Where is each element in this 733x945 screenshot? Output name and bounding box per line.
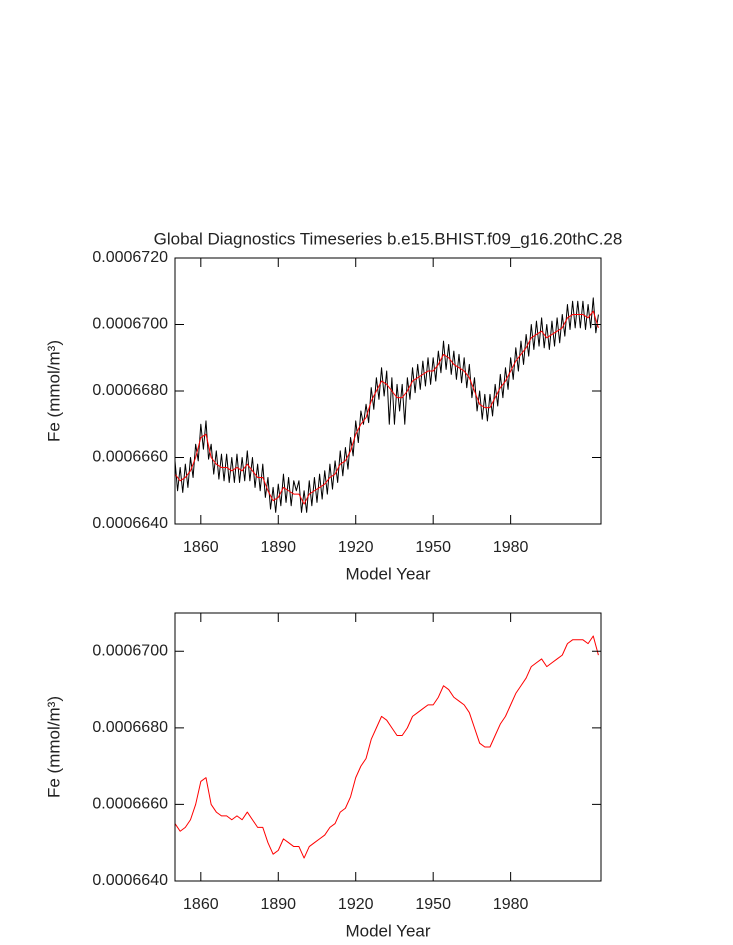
x-tick-label: 1980 <box>493 896 529 913</box>
x-tick-label: 1950 <box>415 896 451 913</box>
plot: 1860 1890 1920 1950 1980 0.0006640 0.0006660 0.… <box>44 612 602 940</box>
y-tick-label: 0.0006640 <box>92 872 168 889</box>
data-line <box>174 635 599 859</box>
y-axis-label: Fe (mmol/m³) <box>44 340 63 442</box>
y-tick-label: 0.0006720 <box>92 249 168 266</box>
data-line <box>174 310 599 505</box>
x-tick-label: 1950 <box>415 539 451 556</box>
x-tick-label: 1920 <box>338 896 374 913</box>
y-tick-label: 0.0006660 <box>92 796 168 813</box>
data-line <box>174 297 599 513</box>
x-axis-label: Model Year <box>345 921 430 940</box>
chart-title: Global Diagnostics Timeseries b.e15.BHIS… <box>154 229 623 248</box>
plot-frame <box>174 612 602 882</box>
y-tick-label: 0.0006680 <box>92 382 168 399</box>
x-tick-label: 1860 <box>183 896 219 913</box>
plot: 1860 1890 1920 1950 1980 0.0006640 0.0006660 0.… <box>44 229 622 583</box>
y-tick-label: 0.0006680 <box>92 719 168 736</box>
y-tick-label: 0.0006700 <box>92 643 168 660</box>
x-tick-label: 1890 <box>260 539 296 556</box>
y-tick-label: 0.0006660 <box>92 449 168 466</box>
y-tick-label: 0.0006700 <box>92 316 168 333</box>
x-tick-label: 1890 <box>260 896 296 913</box>
y-axis-label: Fe (mmol/m³) <box>44 696 63 798</box>
y-tick-label: 0.0006640 <box>92 515 168 532</box>
x-tick-label: 1980 <box>493 539 529 556</box>
x-tick-label: 1860 <box>183 539 219 556</box>
x-tick-label: 1920 <box>338 539 374 556</box>
x-axis-label: Model Year <box>345 564 430 583</box>
